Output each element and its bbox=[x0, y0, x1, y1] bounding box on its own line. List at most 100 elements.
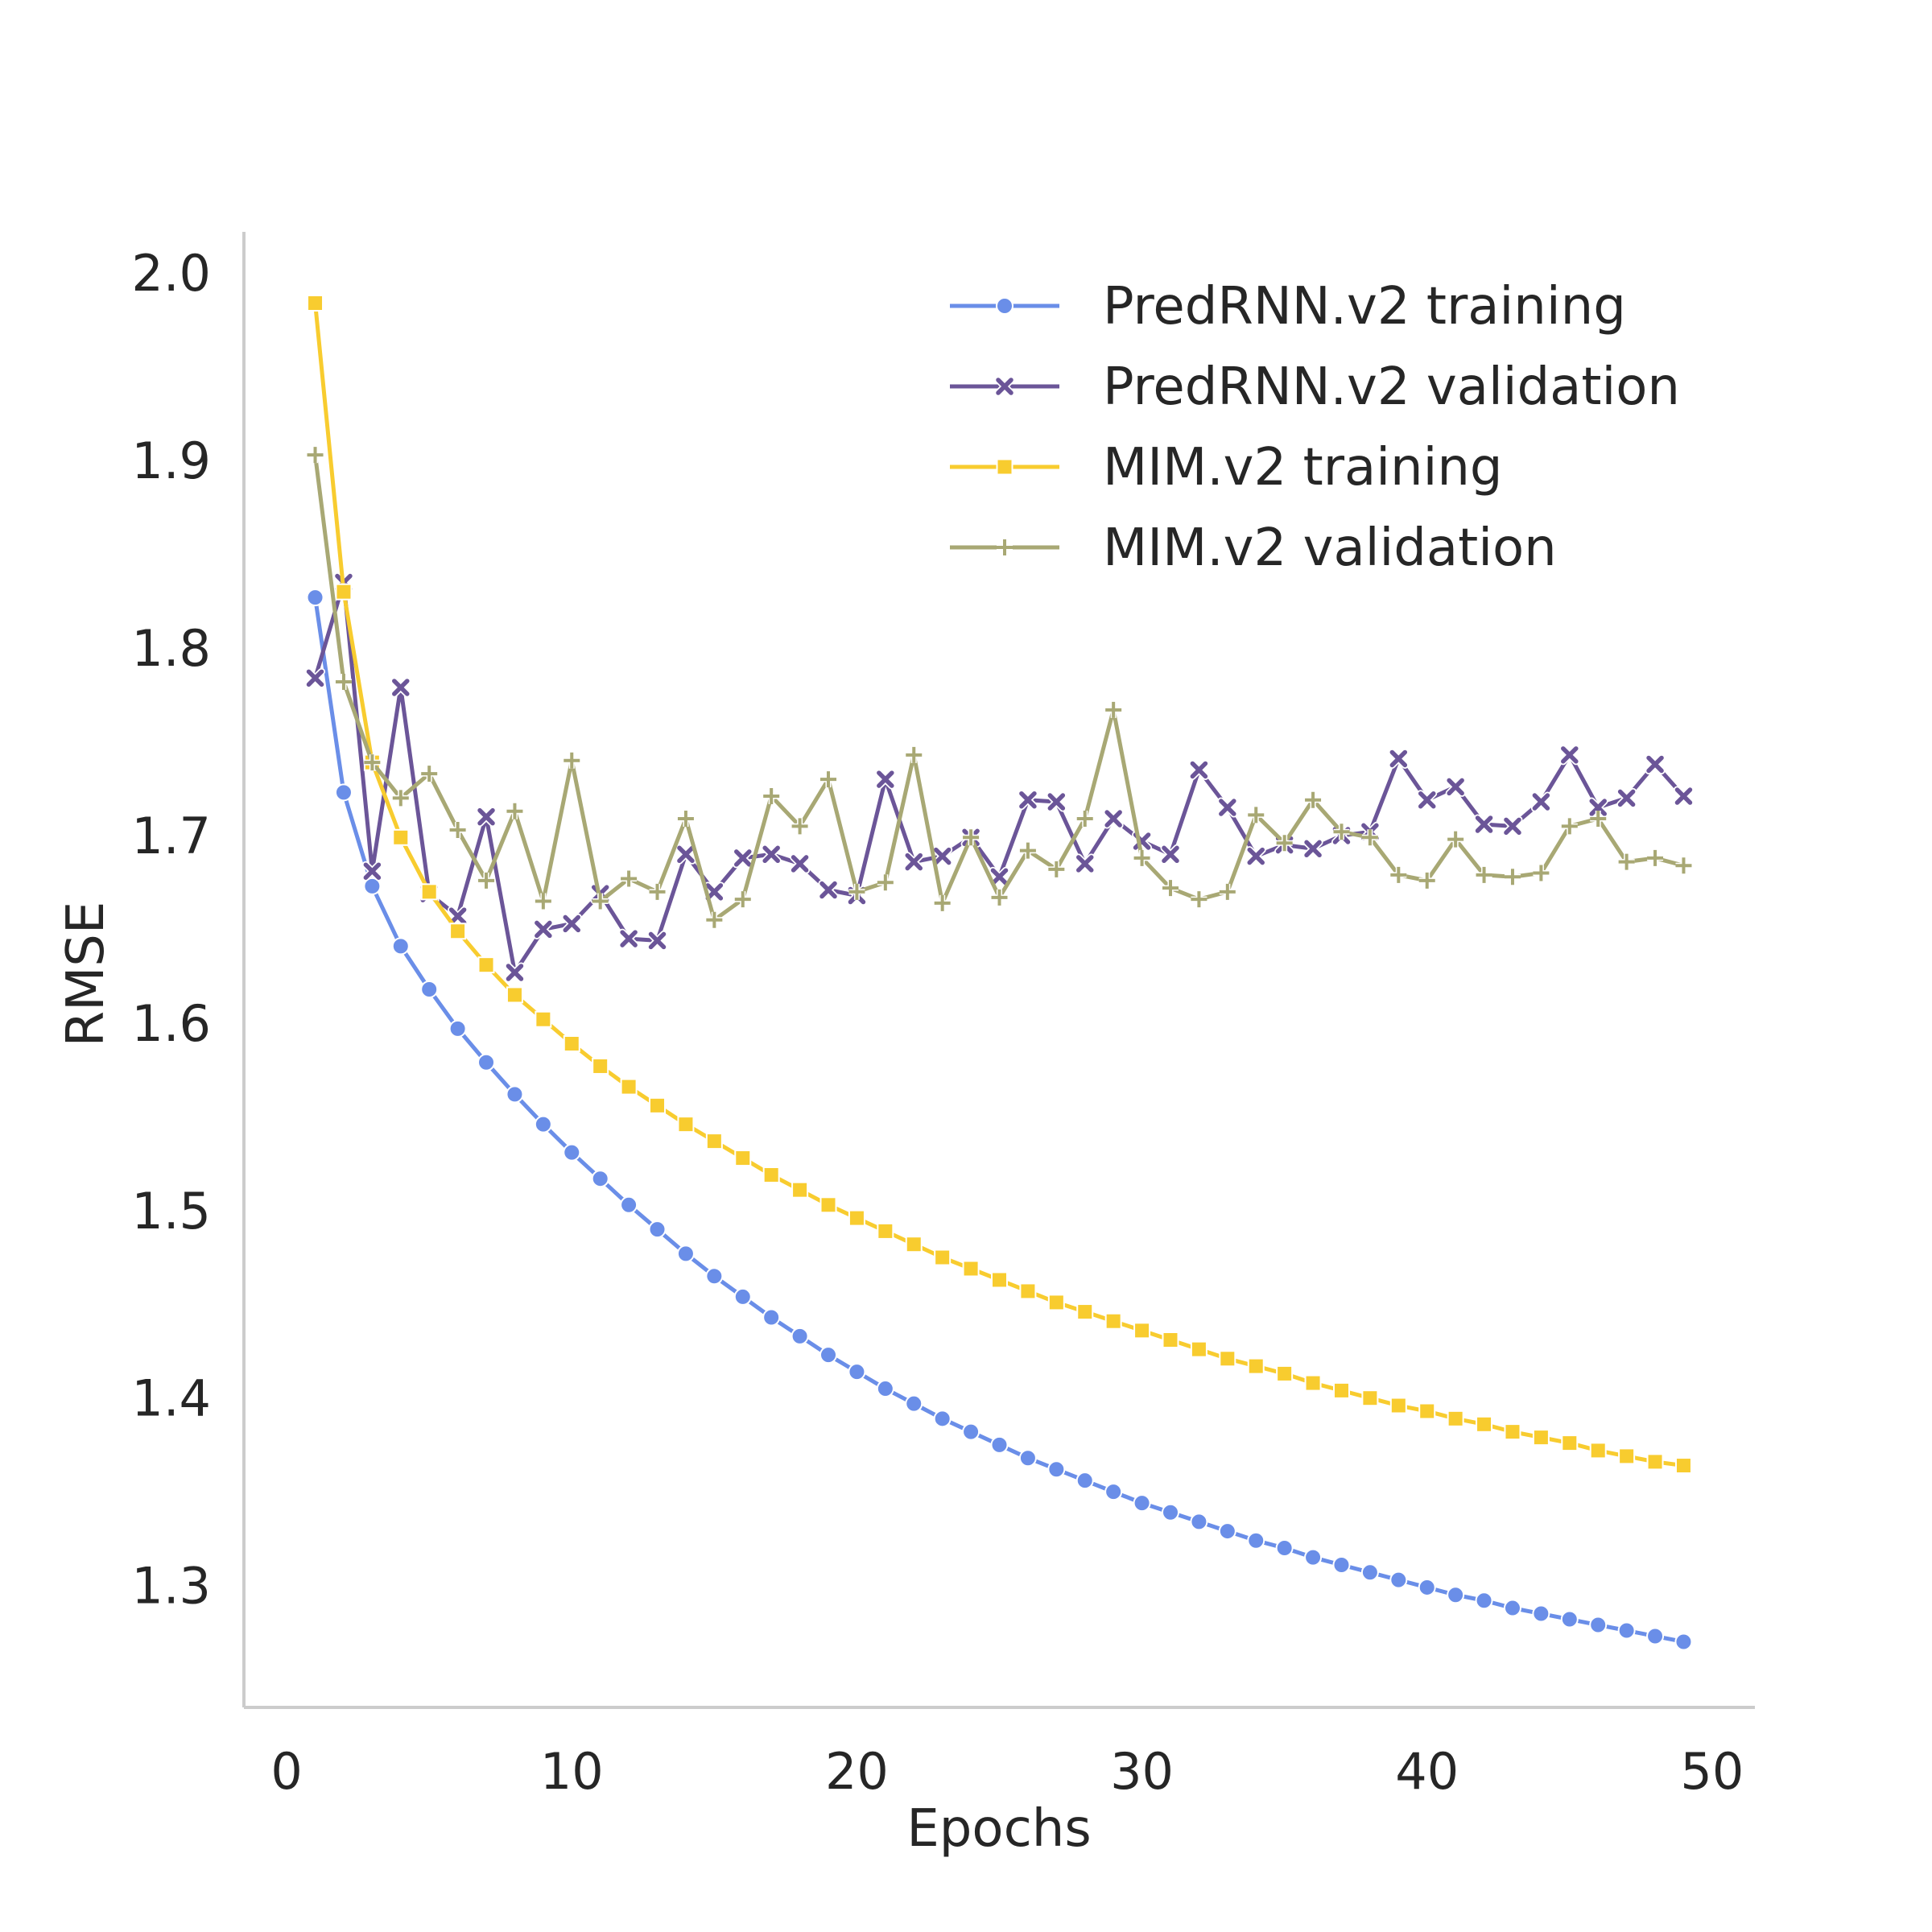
data-point bbox=[535, 893, 551, 910]
data-point bbox=[1333, 824, 1350, 840]
data-point bbox=[1133, 1494, 1151, 1513]
data-point bbox=[647, 930, 668, 951]
data-point bbox=[649, 883, 666, 900]
data-point bbox=[1673, 786, 1694, 807]
data-point bbox=[1047, 1460, 1066, 1479]
data-point bbox=[478, 872, 495, 889]
data-point bbox=[1219, 883, 1236, 900]
data-point bbox=[848, 1363, 866, 1381]
data-point bbox=[762, 1308, 781, 1327]
data-point bbox=[504, 962, 525, 983]
data-point bbox=[335, 673, 352, 690]
data-point bbox=[1475, 1591, 1493, 1610]
data-point bbox=[903, 852, 924, 873]
data-point bbox=[1532, 1604, 1550, 1623]
data-point bbox=[1075, 853, 1096, 874]
data-point bbox=[1388, 748, 1409, 769]
data-point bbox=[1103, 808, 1124, 829]
data-point bbox=[848, 883, 865, 900]
data-point bbox=[361, 861, 382, 881]
data-point bbox=[1476, 1415, 1493, 1433]
y-tick-label: 1.6 bbox=[131, 994, 211, 1053]
y-tick-label: 1.5 bbox=[131, 1182, 211, 1241]
x-axis-label: Epochs bbox=[906, 1799, 1091, 1859]
data-point bbox=[1447, 1410, 1464, 1427]
data-point bbox=[875, 769, 896, 790]
x-tick-label: 20 bbox=[825, 1742, 889, 1801]
data-point bbox=[675, 844, 696, 865]
data-point bbox=[1646, 1453, 1664, 1471]
data-point bbox=[1532, 1429, 1550, 1447]
data-point bbox=[1590, 811, 1607, 828]
legend-marker bbox=[996, 458, 1013, 476]
data-point bbox=[477, 1053, 496, 1071]
data-point bbox=[1533, 865, 1550, 881]
data-point bbox=[305, 667, 326, 688]
data-point bbox=[449, 923, 467, 940]
data-point bbox=[648, 1220, 667, 1239]
series-line bbox=[313, 595, 1686, 1644]
data-point bbox=[1389, 1397, 1407, 1414]
data-point bbox=[1219, 1350, 1236, 1368]
data-point bbox=[592, 1057, 609, 1075]
data-point bbox=[1504, 869, 1521, 886]
data-point bbox=[1474, 814, 1495, 835]
data-point bbox=[306, 588, 324, 607]
data-point bbox=[1245, 846, 1266, 867]
data-point bbox=[1162, 880, 1179, 897]
data-point bbox=[592, 893, 609, 910]
data-point bbox=[1530, 791, 1551, 812]
data-point bbox=[449, 821, 466, 838]
data-point bbox=[933, 1410, 952, 1428]
data-point bbox=[335, 583, 353, 601]
data-point bbox=[991, 889, 1008, 906]
data-point bbox=[1191, 891, 1208, 908]
data-point bbox=[591, 1170, 609, 1188]
data-point bbox=[420, 883, 438, 901]
data-point bbox=[1418, 872, 1435, 889]
data-point bbox=[704, 881, 724, 902]
data-point bbox=[991, 1271, 1008, 1289]
data-point bbox=[761, 844, 782, 865]
data-point bbox=[876, 1380, 894, 1398]
data-point bbox=[535, 1010, 552, 1028]
data-point bbox=[819, 1196, 837, 1214]
x-tick-label: 0 bbox=[270, 1742, 302, 1801]
data-point bbox=[1332, 1381, 1350, 1399]
data-point bbox=[307, 295, 324, 312]
data-point bbox=[448, 1019, 467, 1038]
data-point bbox=[1587, 797, 1608, 818]
axes-spines bbox=[242, 232, 1755, 1709]
data-point bbox=[1589, 1442, 1607, 1459]
data-point bbox=[763, 788, 780, 805]
data-point bbox=[820, 771, 837, 788]
data-point bbox=[334, 783, 353, 802]
data-point bbox=[962, 1422, 980, 1441]
data-point bbox=[1046, 791, 1067, 812]
data-point bbox=[906, 746, 923, 763]
legend-marker bbox=[996, 297, 1013, 315]
data-point bbox=[963, 829, 980, 846]
y-tick-label: 1.8 bbox=[131, 619, 211, 678]
series-line bbox=[313, 580, 1686, 975]
data-point bbox=[791, 1327, 809, 1345]
data-point bbox=[1217, 797, 1238, 818]
data-point bbox=[390, 677, 411, 698]
data-point bbox=[905, 1236, 923, 1253]
data-point bbox=[1304, 1374, 1322, 1392]
data-point bbox=[790, 853, 811, 874]
data-point bbox=[1674, 1457, 1692, 1475]
x-tick-label: 30 bbox=[1110, 1742, 1174, 1801]
data-point bbox=[1476, 866, 1492, 883]
x-tick-label: 50 bbox=[1680, 1742, 1744, 1801]
data-point bbox=[1502, 815, 1523, 836]
data-point bbox=[734, 1150, 752, 1167]
data-point bbox=[1188, 759, 1209, 780]
data-point bbox=[476, 807, 497, 828]
data-point bbox=[649, 1096, 667, 1114]
data-point bbox=[877, 1222, 894, 1240]
data-point bbox=[733, 1287, 752, 1306]
data-point bbox=[561, 913, 582, 934]
data-point bbox=[1361, 829, 1378, 846]
